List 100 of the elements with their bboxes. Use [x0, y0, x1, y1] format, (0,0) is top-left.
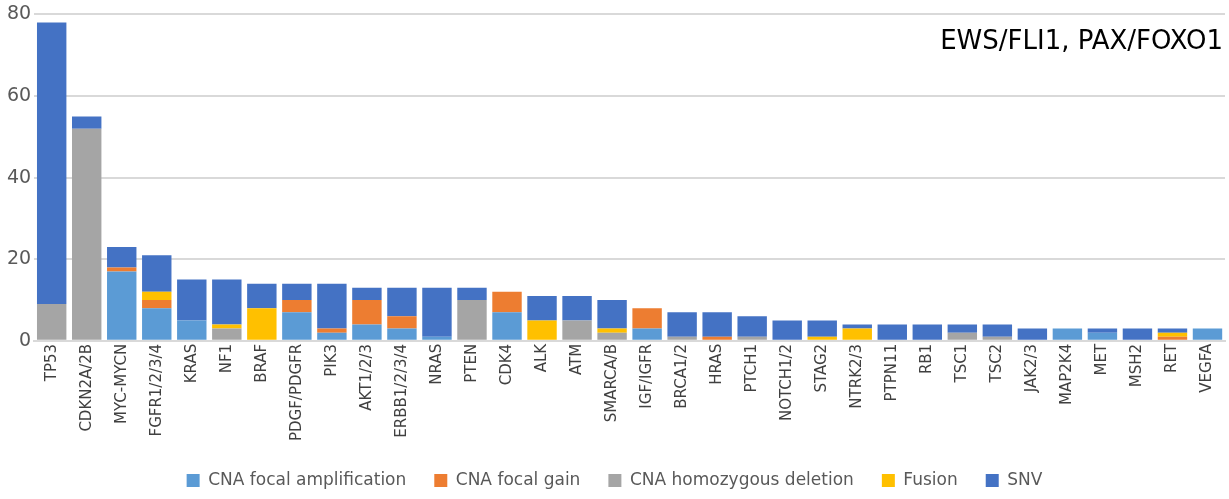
bar	[212, 328, 242, 340]
bar	[597, 300, 627, 329]
bar	[282, 283, 312, 301]
bar	[947, 324, 978, 333]
bar	[982, 324, 1013, 337]
bar	[597, 328, 627, 333]
x-tick-label: RET	[1162, 342, 1181, 373]
x-tick-label: BRAF	[251, 343, 270, 383]
bar	[702, 312, 732, 337]
bar	[527, 295, 557, 321]
bar	[142, 255, 172, 292]
bar	[142, 291, 172, 301]
bar	[107, 271, 137, 340]
bar	[317, 328, 347, 333]
y-tick-label: 0	[19, 327, 32, 350]
bar	[107, 246, 137, 268]
x-tick-label: PIK3	[321, 343, 340, 377]
bar	[457, 287, 487, 301]
bar	[1157, 336, 1188, 340]
x-tick-label: NF1	[216, 343, 235, 374]
bar	[947, 332, 978, 340]
bar	[1017, 328, 1048, 340]
bar	[527, 320, 557, 340]
bar	[36, 304, 67, 340]
bar	[842, 324, 872, 329]
bar	[807, 320, 837, 337]
x-tick-label: NTRK2/3	[847, 343, 866, 409]
bar	[1192, 328, 1223, 340]
bar	[72, 128, 102, 340]
x-tick-label: TSC2	[987, 343, 1006, 384]
x-tick-label: BRCA1/2	[672, 343, 691, 409]
bar	[807, 336, 837, 340]
annotation: EWS/FLI1, PAX/FOXO1	[940, 25, 1223, 56]
bar	[737, 336, 767, 340]
bar	[36, 22, 67, 305]
x-tick-label: JAK2/3	[1022, 343, 1041, 394]
x-tick-label: KRAS	[181, 343, 200, 384]
x-tick-label: NRAS	[426, 343, 445, 385]
bar	[177, 320, 207, 340]
bar	[492, 291, 522, 313]
y-tick-label: 40	[6, 164, 32, 187]
bar	[352, 324, 382, 340]
bar	[247, 283, 277, 309]
y-tick-label: 60	[6, 82, 32, 105]
bar	[352, 300, 382, 325]
bar	[562, 320, 592, 340]
bar	[387, 287, 417, 317]
bar	[282, 300, 312, 313]
bar	[457, 300, 487, 340]
x-tick-label: CDK4	[496, 343, 515, 386]
bar	[1087, 328, 1118, 333]
x-tick-label: PTPN11	[882, 343, 901, 402]
bar	[492, 312, 522, 340]
legend-label: SNV	[1007, 468, 1043, 489]
bar	[1157, 332, 1188, 337]
bar	[422, 287, 452, 337]
x-tick-label: PDGF/PDGFR	[286, 343, 305, 441]
bar	[142, 300, 172, 309]
bar	[387, 328, 417, 340]
bar	[317, 283, 347, 329]
bar	[422, 336, 452, 340]
x-tick-label: SMARCA/B	[601, 343, 620, 423]
x-tick-label: ERBB1/2/3/4	[391, 343, 410, 438]
x-tick-label: MAP2K4	[1057, 343, 1076, 405]
bar	[597, 332, 627, 340]
bar	[667, 312, 697, 337]
x-tick-label: TP53	[41, 343, 60, 383]
bar	[212, 324, 242, 329]
legend-label: CNA focal gain	[455, 468, 581, 489]
x-tick-label: ATM	[566, 343, 585, 376]
bar	[877, 324, 907, 340]
x-tick-label: AKT1/2/3	[356, 343, 375, 411]
x-tick-label: NOTCH1/2	[777, 343, 796, 422]
legend-label: Fusion	[903, 468, 958, 489]
bar	[737, 316, 767, 337]
x-tick-label: RB1	[917, 343, 936, 375]
x-tick-label: HRAS	[707, 343, 726, 385]
x-tick-label: MYC-MYCN	[111, 343, 130, 424]
x-tick-label: ALK	[531, 342, 550, 373]
bar	[352, 287, 382, 301]
bar	[667, 336, 697, 340]
bar	[387, 316, 417, 329]
x-tick-label: STAG2	[812, 343, 831, 393]
bar	[247, 308, 277, 340]
x-tick-label: CDKN2A/2B	[76, 343, 95, 432]
bar	[702, 336, 732, 340]
bar	[282, 312, 312, 340]
bar	[72, 116, 102, 129]
y-tick-label: 20	[6, 246, 32, 269]
bar	[142, 308, 172, 340]
x-tick-label: MSH2	[1127, 343, 1146, 388]
bar	[1087, 332, 1118, 340]
bar	[1052, 328, 1083, 340]
bar	[912, 324, 942, 340]
x-tick-label: IGF/IGFR	[636, 343, 655, 409]
bar	[317, 332, 347, 340]
bar	[632, 328, 662, 340]
bar	[772, 320, 802, 340]
x-tick-label: MET	[1092, 343, 1111, 376]
x-tick-label: PTEN	[461, 343, 480, 383]
